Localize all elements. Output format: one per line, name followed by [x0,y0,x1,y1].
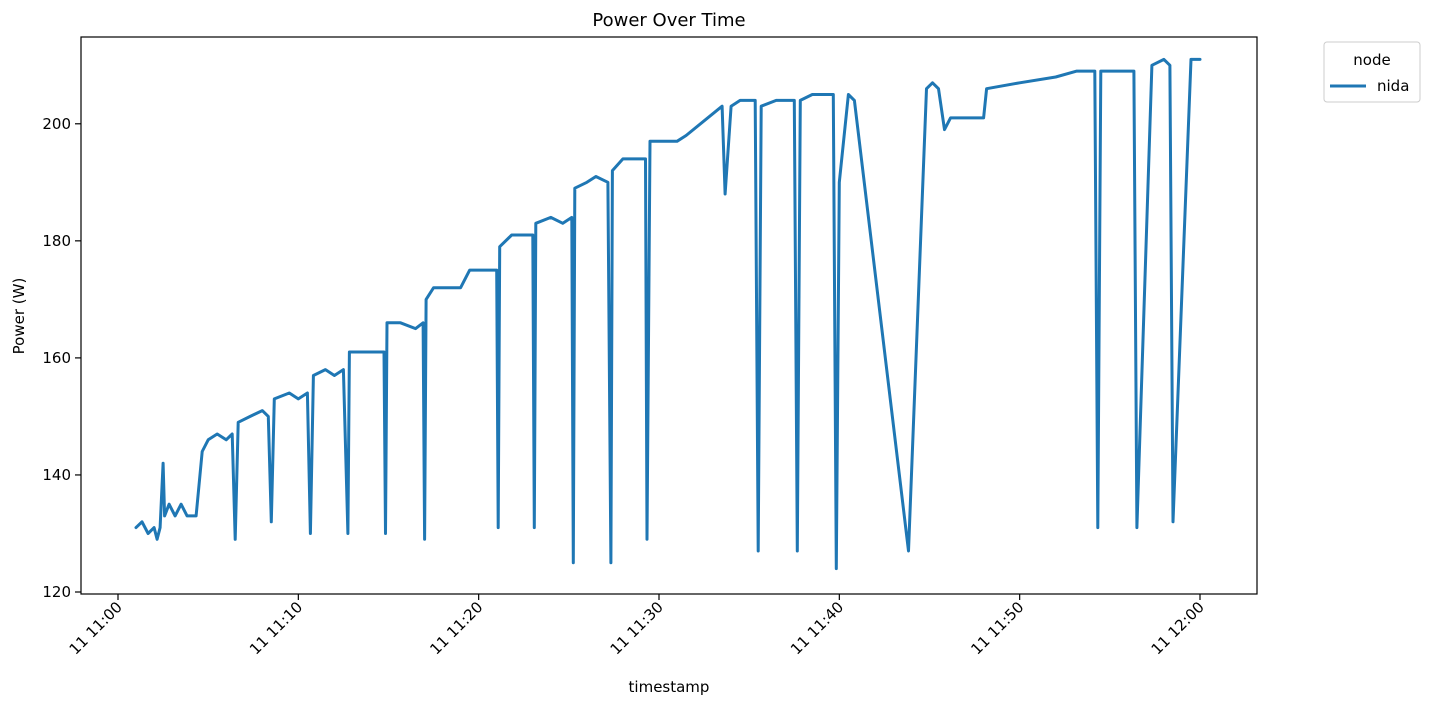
y-tick-label: 120 [42,583,71,601]
axes-frame [80,36,1258,595]
series-line-nida [134,57,1202,571]
legend: node nida [1323,41,1421,103]
legend-label-nida: nida [1377,77,1409,95]
legend-title: node [1353,51,1390,69]
y-tick-label: 200 [42,115,71,133]
y-tick-label: 160 [42,349,71,367]
y-axis-title: Power (W) [10,278,28,355]
y-tick-label: 140 [42,466,71,484]
y-tick-label: 180 [42,232,71,250]
chart-title: Power Over Time [592,10,745,31]
x-axis-title: timestamp [629,678,710,696]
